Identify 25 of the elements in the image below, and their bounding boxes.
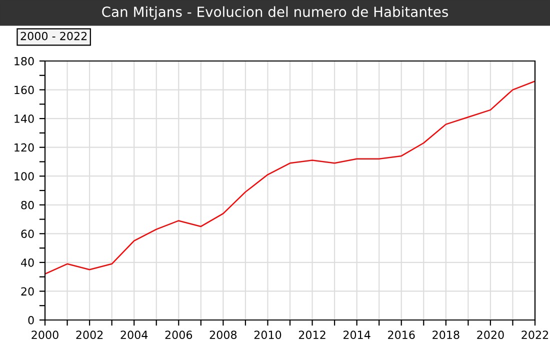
y-tick-label: 160 [14, 86, 34, 94]
x-tick-label: 2006 [165, 330, 192, 340]
chart-title: Can Mitjans - Evolucion del numero de Habitantes [102, 6, 448, 20]
line-series [45, 80, 535, 275]
x-tick-label: 2018 [432, 330, 460, 340]
x-tick-label: 2008 [210, 330, 237, 340]
x-tick-label: 2020 [477, 330, 504, 340]
y-tick-label: 40 [20, 258, 34, 267]
x-tick-label: 2012 [298, 330, 326, 340]
y-tick-label: 60 [21, 230, 34, 238]
x-tick-label: 2000 [32, 330, 58, 340]
y-tick-label: 100 [14, 172, 34, 180]
y-tick-label: 20 [21, 287, 34, 296]
y-tick-label: 0 [28, 316, 34, 324]
y-tick-label: 120 [14, 143, 34, 152]
y-tick-label: 140 [14, 114, 34, 123]
x-tick-label: 2022 [522, 330, 548, 340]
x-tick-label: 2016 [388, 330, 415, 340]
text: 2000 - 2022 [20, 32, 87, 40]
y-tick-label: 80 [21, 200, 34, 210]
x-tick-label: 2002 [76, 330, 103, 340]
x-tick-label: 2004 [120, 330, 148, 340]
x-tick-label: 2010 [254, 330, 282, 340]
y-tick-label: 180 [14, 56, 34, 66]
x-tick-label: 2014 [343, 330, 370, 340]
